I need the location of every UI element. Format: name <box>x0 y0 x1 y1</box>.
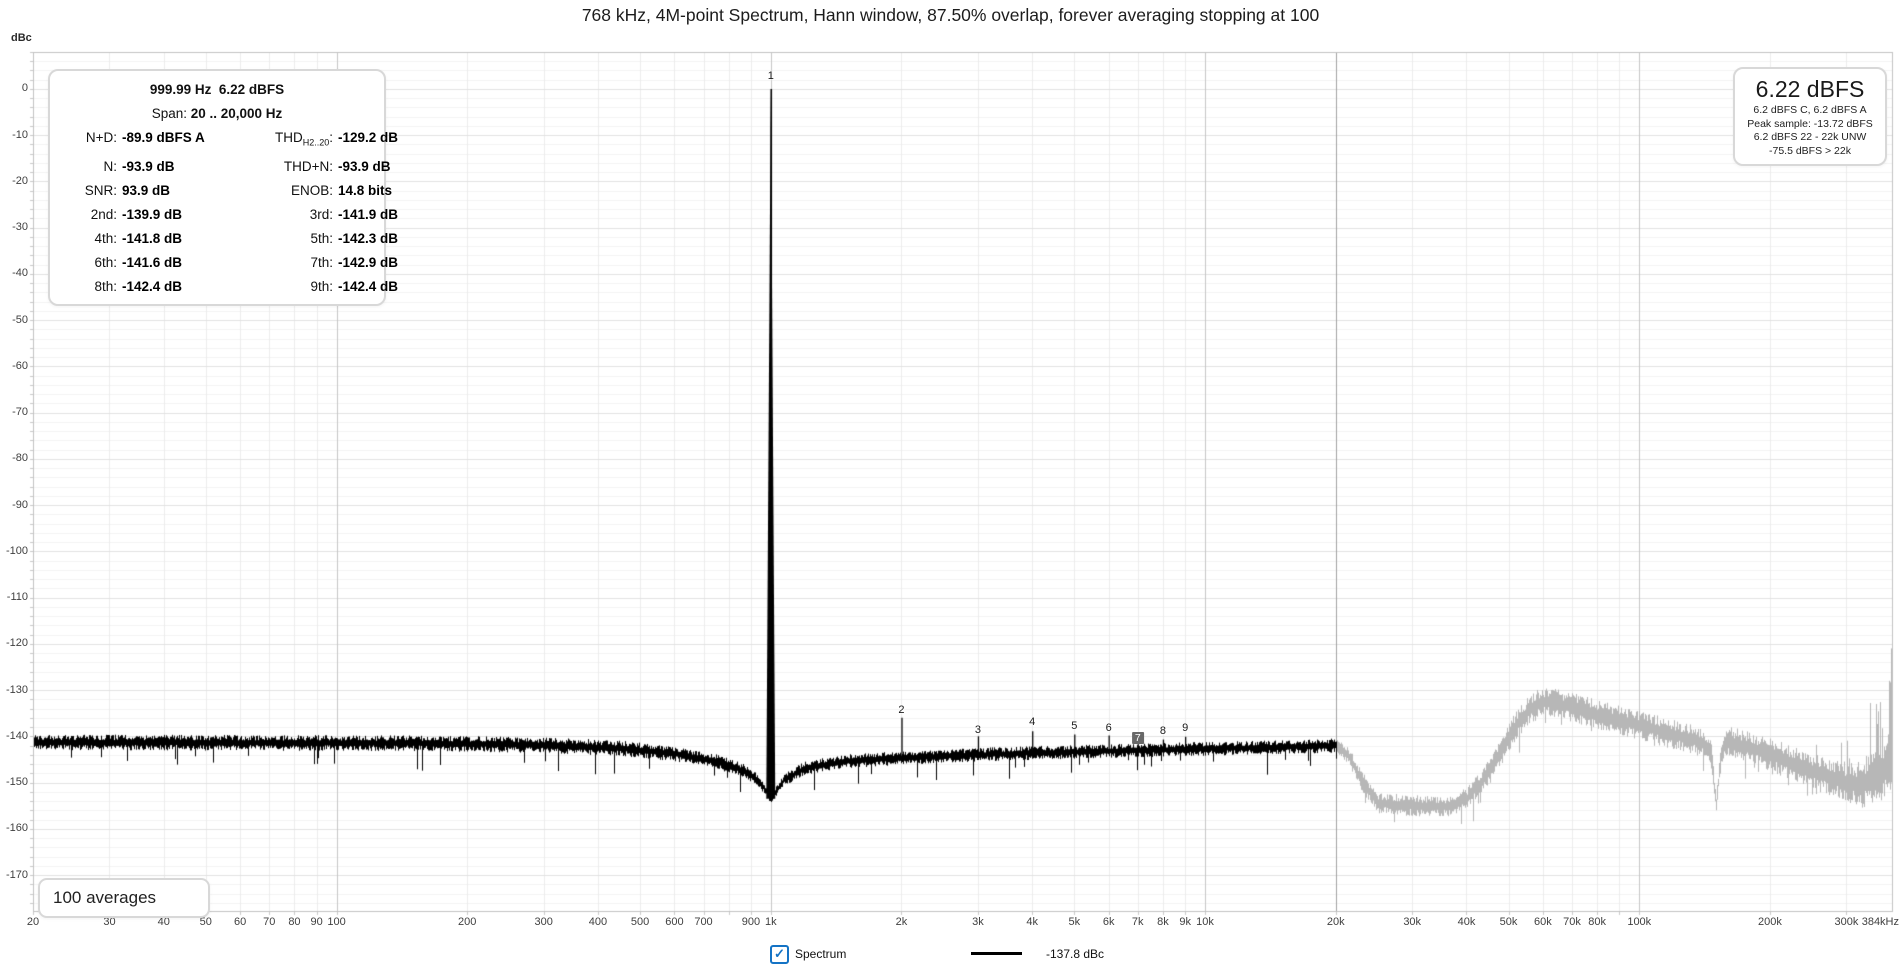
measurement-info-box: 999.99 Hz 6.22 dBFS Span: 20 .. 20,000 H… <box>48 69 399 306</box>
x-axis-tick-label: 300 <box>534 916 553 928</box>
span-line: Span: 20 .. 20,000 Hz <box>50 102 384 126</box>
y-axis-tick-label: -70 <box>12 406 28 419</box>
peak-detail-weighted: 6.2 dBFS C, 6.2 dBFS A <box>1753 104 1867 116</box>
x-axis-tick-label: 2k <box>895 916 908 928</box>
x-axis-tick-label: 60 <box>234 916 247 928</box>
harmonic-marker-1: 1 <box>767 69 774 82</box>
x-axis-tick-label: 200 <box>458 916 477 928</box>
x-axis-tick-label: 200k <box>1758 916 1782 928</box>
y-axis-tick-label: -40 <box>12 267 28 280</box>
harmonic-marker-3: 3 <box>974 723 982 736</box>
y-axis-tick-label: -170 <box>5 868 28 881</box>
measurement-level: 6.22 dBFS <box>218 82 285 97</box>
harmonic-marker-8: 8 <box>1159 725 1166 738</box>
x-axis-tick-label: 1k <box>764 916 777 928</box>
x-axis-tick-label: 80 <box>288 916 301 928</box>
x-axis-tick-label: 100k <box>1627 916 1652 928</box>
y-axis-tick-label: -10 <box>12 128 28 141</box>
x-axis-tick-label: 300k <box>1834 916 1859 928</box>
y-axis-tick-label: -160 <box>5 822 28 835</box>
x-axis-tick-label: 500 <box>630 916 650 928</box>
y-axis-tick-label: -110 <box>6 591 28 604</box>
x-axis-tick-label: 40k <box>1457 916 1476 928</box>
info-rows: N+D: -89.9 dBFS A THDH2..20: -129.2 dB N: -93… <box>50 126 399 299</box>
x-axis-tick-label: 30 <box>103 916 116 928</box>
y-axis-tick-label: -130 <box>5 683 28 696</box>
span-label: Span: <box>151 106 187 121</box>
x-axis-tick-label: 400 <box>588 916 608 928</box>
peak-headline: 6.22 dBFS <box>1755 76 1865 102</box>
y-axis-tick-label: -120 <box>5 637 28 650</box>
averages-status-box: 100 averages <box>38 878 210 918</box>
span-value: 20 .. 20,000 Hz <box>190 106 283 121</box>
x-axis-tick-label: 384kHz <box>1861 916 1899 928</box>
info-row: SNR: 93.9 dB ENOB: 14.8 bits <box>84 182 393 198</box>
x-axis-tick-label: 5k <box>1068 916 1081 928</box>
x-axis-tick-label: 700 <box>694 916 713 928</box>
harmonic-marker-9: 9 <box>1182 721 1189 734</box>
measurement-line: 999.99 Hz 6.22 dBFS <box>50 78 384 102</box>
x-axis-tick-label: 3k <box>972 916 984 928</box>
peak-detail-above22k: -75.5 dBFS > 22k <box>1768 144 1851 157</box>
y-axis-tick-label: -80 <box>12 452 28 465</box>
x-axis-tick-label: 600 <box>665 916 684 928</box>
y-axis-tick-label: -60 <box>12 359 28 372</box>
y-axis-tick-label: 0 <box>21 82 28 95</box>
info-row: 8th: -142.4 dB 9th: -142.4 dB <box>94 278 399 294</box>
x-axis-tick-label: 6k <box>1102 916 1115 928</box>
x-axis-tick-label: 30k <box>1403 916 1422 928</box>
peak-level-box: 6.22 dBFS 6.2 dBFS C, 6.2 dBFS A Peak sa… <box>1733 67 1887 166</box>
x-axis-tick-label: 20 <box>26 916 40 928</box>
harmonic-marker-2: 2 <box>898 704 905 717</box>
peak-detail-band: 6.2 dBFS 22 - 22k UNW <box>1753 131 1867 143</box>
y-axis-tick-label: -90 <box>12 498 28 511</box>
y-axis-unit-label: dBc <box>11 32 32 44</box>
y-axis-tick-label: -20 <box>12 174 28 187</box>
y-axis-tick-label: -30 <box>12 221 28 234</box>
x-axis-tick-label: 20k <box>1326 916 1345 928</box>
x-axis-tick-label: 7k <box>1131 916 1144 928</box>
x-axis-tick-label: 10k <box>1196 916 1214 928</box>
info-row: 6th: -141.6 dB 7th: -142.9 dB <box>94 254 399 270</box>
y-axis-tick-label: -140 <box>5 729 28 742</box>
x-axis-tick-label: 900 <box>741 916 761 928</box>
info-row: N: -93.9 dB THD+N: -93.9 dB <box>103 158 391 174</box>
x-axis-tick-label: 70 <box>263 916 276 928</box>
x-axis-tick-label: 40 <box>157 916 170 928</box>
harmonic-marker-5: 5 <box>1071 720 1078 733</box>
harmonic-marker-4: 4 <box>1029 715 1036 728</box>
peak-detail-sample: Peak sample: -13.72 dBFS <box>1747 117 1873 130</box>
x-axis-tick-label: 4k <box>1026 916 1039 928</box>
x-axis-tick-label: 80k <box>1588 916 1607 928</box>
x-axis-tick-label: 9k <box>1179 916 1191 928</box>
spectrum-visibility-checkbox[interactable]: ✓ <box>770 945 789 964</box>
y-axis-tick-label: -50 <box>12 313 28 326</box>
x-axis-tick-label: 50k <box>1499 916 1518 928</box>
harmonic-marker-6: 6 <box>1105 721 1112 734</box>
legend-cursor-value: -137.8 dBc <box>1046 947 1105 961</box>
x-axis-tick-label: 70k <box>1563 916 1581 928</box>
y-axis-tick-label: -150 <box>5 776 28 789</box>
info-row: N+D: -89.9 dBFS A THDH2..20: -129.2 dB <box>85 130 399 148</box>
legend-line-swatch <box>971 952 1022 955</box>
info-row: 4th: -141.8 dB 5th: -142.3 dB <box>94 230 399 246</box>
x-axis-tick-label: 100 <box>327 916 346 928</box>
x-axis-tick-label: 8k <box>1157 916 1169 928</box>
x-axis-tick-label: 60k <box>1534 916 1552 928</box>
x-axis-tick-label: 50 <box>199 916 212 928</box>
legend-series-label: Spectrum <box>795 947 847 961</box>
measurement-frequency: 999.99 Hz <box>149 82 212 97</box>
harmonic-marker-7: 7 <box>1131 732 1144 745</box>
info-row: 2nd: -139.9 dB 3rd: -141.9 dB <box>90 206 399 222</box>
y-axis-tick-label: -100 <box>5 544 28 557</box>
x-axis-tick-label: 90 <box>310 916 323 928</box>
